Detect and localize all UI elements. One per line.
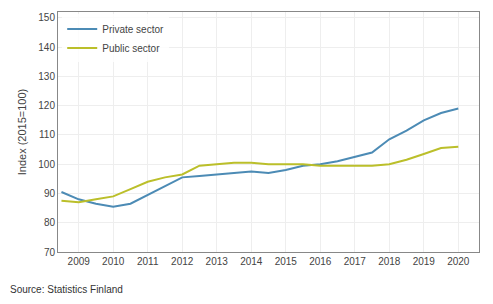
svg-text:Index (2015=100): Index (2015=100) (16, 89, 28, 176)
svg-text:2011: 2011 (137, 256, 159, 267)
svg-text:100: 100 (38, 159, 55, 170)
svg-text:90: 90 (44, 188, 56, 199)
svg-text:2010: 2010 (102, 256, 125, 267)
svg-text:Private sector: Private sector (102, 24, 164, 35)
svg-text:2009: 2009 (68, 256, 91, 267)
svg-text:140: 140 (38, 42, 55, 53)
svg-text:2012: 2012 (171, 256, 194, 267)
svg-text:2020: 2020 (447, 256, 470, 267)
svg-text:2018: 2018 (378, 256, 401, 267)
svg-text:2014: 2014 (240, 256, 263, 267)
svg-text:120: 120 (38, 100, 55, 111)
svg-text:80: 80 (44, 217, 56, 228)
svg-text:Public sector: Public sector (102, 43, 160, 54)
svg-text:110: 110 (39, 129, 55, 140)
svg-text:2019: 2019 (413, 256, 436, 267)
svg-text:2015: 2015 (275, 256, 298, 267)
svg-text:Source: Statistics Finland: Source: Statistics Finland (10, 284, 123, 295)
svg-text:2016: 2016 (309, 256, 332, 267)
svg-text:2017: 2017 (344, 256, 367, 267)
svg-text:2013: 2013 (206, 256, 229, 267)
svg-text:130: 130 (38, 71, 55, 82)
svg-text:150: 150 (38, 12, 55, 23)
svg-text:70: 70 (44, 247, 56, 258)
